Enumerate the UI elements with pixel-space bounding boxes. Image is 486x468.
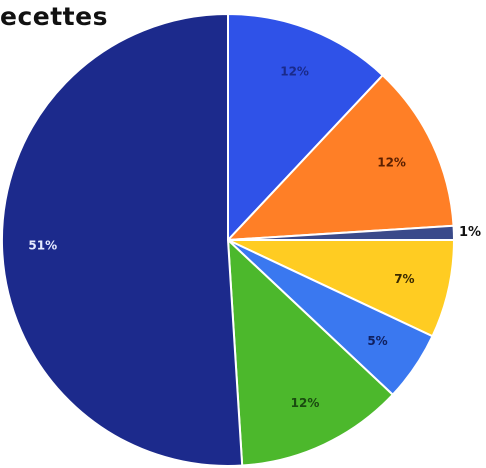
chart-title: ecettes xyxy=(0,2,108,31)
pie-slice-1 xyxy=(225,73,455,242)
slice-label-0: 12% xyxy=(280,64,309,78)
pie-slices xyxy=(0,12,456,467)
slice-label-5: 12% xyxy=(291,396,320,410)
slice-label-3: 7% xyxy=(394,272,414,286)
slice-label-2: 1% xyxy=(459,225,481,240)
pie-slice-0 xyxy=(227,12,385,243)
pie-labels: 12% 12% 1% 7% 5% 12% 51% xyxy=(28,64,481,410)
pie-slice-5 xyxy=(226,237,395,467)
pie-slice-6 xyxy=(0,12,244,467)
slice-label-6: 51% xyxy=(28,238,57,252)
slice-label-4: 5% xyxy=(367,334,387,348)
slice-label-1: 12% xyxy=(377,156,406,170)
